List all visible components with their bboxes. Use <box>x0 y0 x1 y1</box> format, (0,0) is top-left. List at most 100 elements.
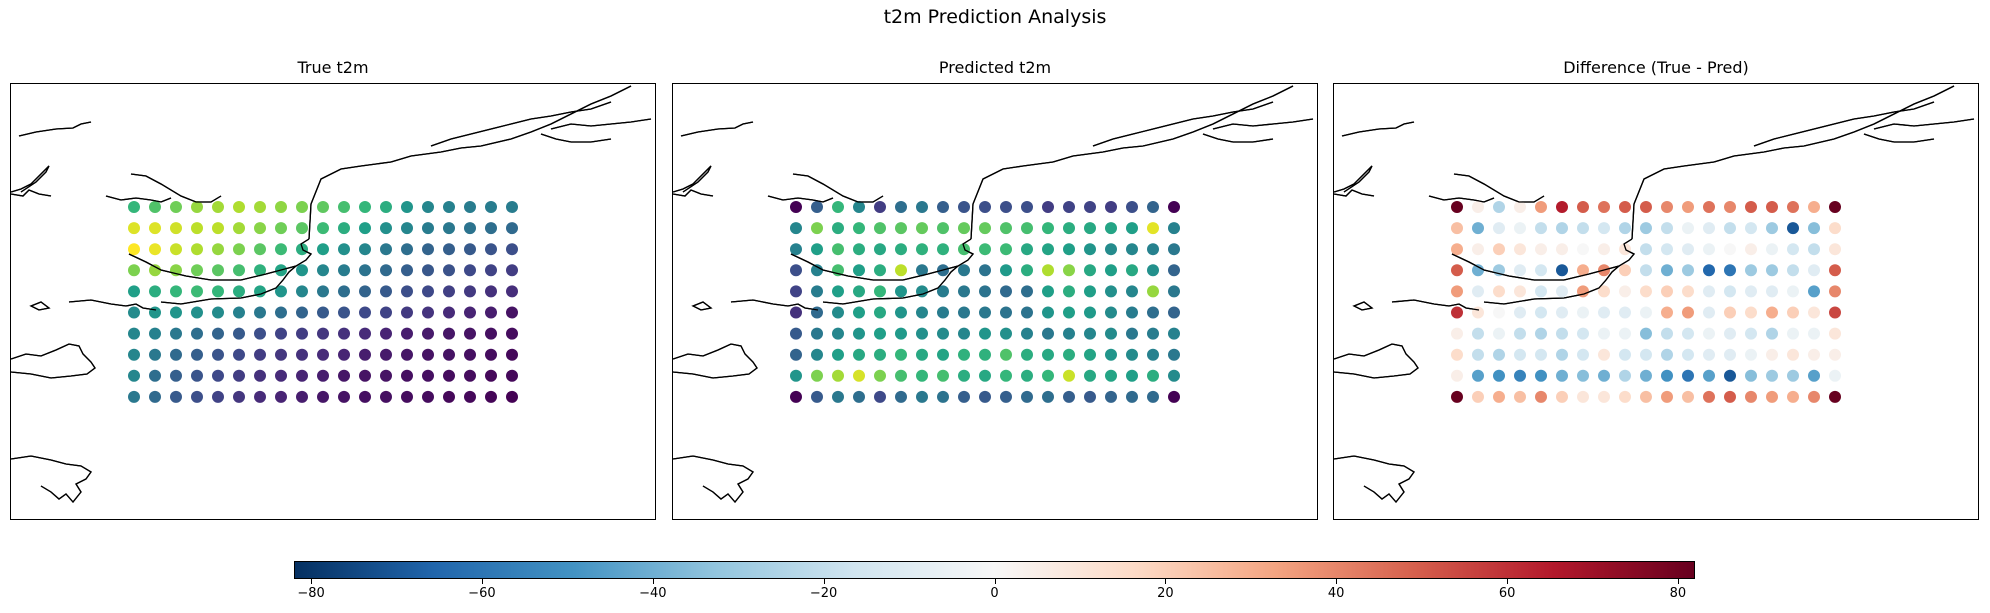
data-point <box>958 264 970 277</box>
data-point <box>275 390 287 403</box>
data-point <box>1724 243 1736 256</box>
data-point <box>1829 285 1841 298</box>
coastline-overlay <box>691 301 713 311</box>
data-point <box>1147 222 1159 235</box>
data-point <box>1808 201 1820 213</box>
data-point <box>1640 264 1652 277</box>
data-point <box>1787 222 1799 235</box>
data-point <box>895 243 907 256</box>
data-point <box>1766 348 1778 361</box>
coastline-overlay <box>1092 101 1274 147</box>
coastline <box>11 165 50 193</box>
data-point <box>128 285 140 298</box>
data-point <box>401 285 413 298</box>
coastline-overlay <box>1713 85 1955 163</box>
data-point <box>380 327 392 340</box>
data-point <box>1556 327 1568 340</box>
data-point <box>1451 201 1463 213</box>
data-point <box>1724 348 1736 361</box>
data-point <box>401 264 413 277</box>
data-point <box>422 285 434 298</box>
data-point <box>1042 327 1054 340</box>
coastline-overlay <box>1334 343 1419 379</box>
data-point <box>359 264 371 277</box>
data-point <box>359 348 371 361</box>
data-point <box>338 285 350 298</box>
colorbar-tick <box>652 579 654 584</box>
data-point <box>212 264 224 277</box>
data-point <box>1021 222 1033 235</box>
data-point <box>1000 390 1012 403</box>
data-point <box>1168 306 1180 319</box>
data-point <box>1766 390 1778 403</box>
data-point <box>128 306 140 319</box>
data-point <box>1493 285 1505 298</box>
data-point <box>1598 222 1610 235</box>
data-point <box>958 327 970 340</box>
data-point <box>1766 306 1778 319</box>
data-point <box>1084 390 1096 403</box>
colorbar-tick <box>823 579 825 584</box>
coastline <box>430 101 612 147</box>
data-point <box>1168 390 1180 403</box>
data-point <box>1703 348 1715 361</box>
data-point <box>1514 264 1526 277</box>
data-point <box>1105 201 1117 213</box>
coastline-overlay <box>1334 165 1373 193</box>
data-point <box>1661 243 1673 256</box>
data-point <box>874 222 886 235</box>
data-point <box>895 369 907 382</box>
map-panel-predicted <box>672 83 1318 520</box>
data-point <box>1640 327 1652 340</box>
data-point <box>254 306 266 319</box>
data-point <box>191 306 203 319</box>
data-point <box>958 306 970 319</box>
data-point <box>1535 264 1547 277</box>
data-point <box>1745 390 1757 403</box>
data-point <box>937 327 949 340</box>
data-point <box>1535 390 1547 403</box>
data-point <box>811 306 823 319</box>
data-point <box>254 222 266 235</box>
coastline-overlay <box>673 455 754 504</box>
data-point <box>1787 327 1799 340</box>
data-point <box>916 201 928 213</box>
data-point <box>979 243 991 256</box>
figure-title: t2m Prediction Analysis <box>883 6 1107 28</box>
data-point <box>1084 201 1096 213</box>
data-point <box>1724 222 1736 235</box>
data-point <box>1766 327 1778 340</box>
data-point <box>401 201 413 213</box>
data-point <box>443 264 455 277</box>
data-point <box>401 243 413 256</box>
data-point <box>380 201 392 213</box>
data-point <box>958 348 970 361</box>
data-point <box>1063 390 1075 403</box>
data-point <box>380 243 392 256</box>
data-point <box>506 348 518 361</box>
data-point <box>275 285 287 298</box>
data-point <box>1493 327 1505 340</box>
data-point <box>832 306 844 319</box>
data-point <box>1745 243 1757 256</box>
data-point <box>937 222 949 235</box>
panel-title-difference: Difference (True - Pred) <box>1563 58 1749 77</box>
data-point <box>1577 390 1589 403</box>
data-point <box>811 222 823 235</box>
data-point <box>1063 348 1075 361</box>
data-point <box>811 390 823 403</box>
data-point <box>1105 348 1117 361</box>
data-point <box>1682 285 1694 298</box>
data-point <box>1682 222 1694 235</box>
data-point <box>380 306 392 319</box>
data-point <box>170 390 182 403</box>
data-point <box>485 390 497 403</box>
data-point <box>811 264 823 277</box>
data-point <box>233 285 245 298</box>
data-point <box>1745 201 1757 213</box>
data-point <box>1105 327 1117 340</box>
data-point <box>464 306 476 319</box>
data-point <box>1105 243 1117 256</box>
data-point <box>853 327 865 340</box>
coastline-overlay <box>130 173 222 203</box>
